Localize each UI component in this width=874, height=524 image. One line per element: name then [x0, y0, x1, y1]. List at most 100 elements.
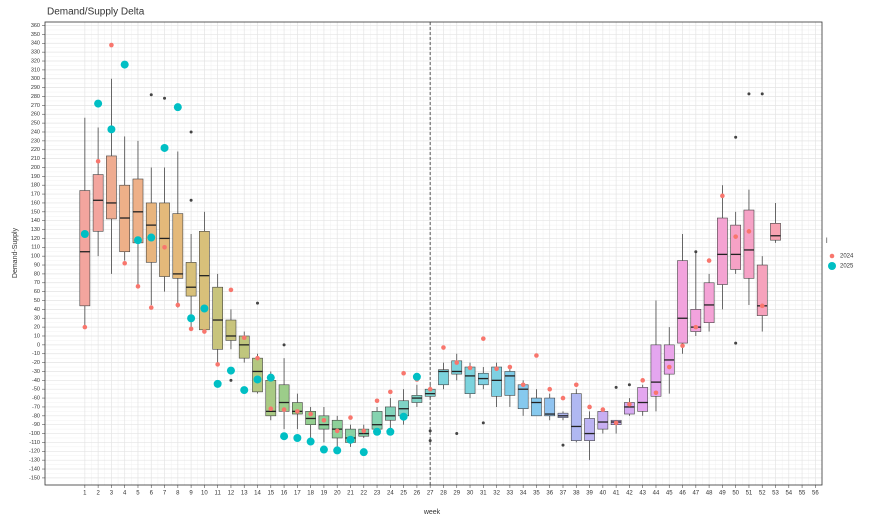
x-tick-label: 10 [201, 491, 208, 497]
point [122, 260, 127, 266]
point [481, 336, 486, 341]
box [292, 402, 303, 415]
y-tick-label: -120 [29, 449, 40, 455]
y-tick-label: -50 [32, 387, 40, 393]
x-tick-label: 24 [387, 491, 394, 497]
x-tick-label: 56 [812, 491, 819, 497]
x-tick-label: 39 [586, 491, 593, 497]
box [690, 309, 702, 332]
outlier [760, 92, 764, 96]
x-tick-label: 34 [520, 491, 527, 497]
y-tick-label: 190 [31, 174, 40, 180]
x-tick-label: 3 [110, 491, 114, 497]
point [80, 229, 89, 238]
box [185, 262, 197, 297]
point [215, 362, 220, 367]
y-tick-label: 240 [31, 129, 40, 135]
point [412, 372, 421, 381]
x-tick-label: 1 [83, 491, 87, 497]
point [94, 99, 103, 108]
x-tick-label: 29 [453, 491, 460, 497]
point [507, 364, 513, 370]
x-tick-label: 38 [573, 491, 580, 497]
box [212, 286, 224, 350]
y-tick-label: 130 [31, 227, 40, 233]
y-tick-label: -80 [32, 413, 40, 419]
box [438, 369, 449, 386]
point [200, 304, 209, 313]
y-tick-label: -30 [32, 369, 40, 375]
y-tick-label: 360 [31, 23, 40, 29]
x-tick-label: 23 [374, 491, 381, 497]
point [534, 353, 539, 358]
y-tick-label: 150 [31, 209, 40, 215]
outlier [256, 301, 260, 305]
point [733, 234, 738, 239]
point [720, 193, 725, 199]
outlier [694, 250, 698, 254]
box [770, 223, 781, 241]
y-tick-label: 50 [34, 298, 40, 304]
y-tick-label: 40 [34, 307, 40, 313]
point [226, 366, 235, 375]
point [228, 287, 234, 293]
x-tick-label: 13 [241, 491, 248, 497]
point [120, 60, 129, 69]
x-tick-label: 11 [215, 491, 222, 497]
box [677, 260, 688, 344]
outlier [229, 378, 233, 382]
x-tick-label: 44 [653, 491, 660, 497]
point [346, 435, 355, 444]
y-tick-label: 300 [31, 76, 40, 82]
y-tick-label: -100 [29, 431, 40, 437]
x-tick-label: 47 [692, 491, 699, 497]
y-tick-label: 200 [31, 165, 40, 171]
point [147, 233, 156, 242]
point [427, 386, 433, 392]
y-tick-label: 20 [34, 325, 40, 331]
y-tick-label: 10 [34, 333, 40, 339]
plot-border [44, 21, 823, 486]
box [637, 387, 649, 412]
legend-title: l [826, 238, 828, 245]
y-tick-label: 70 [34, 280, 40, 286]
point [268, 406, 274, 412]
y-tick-label: 90 [34, 262, 40, 268]
box [703, 282, 715, 323]
box [92, 174, 104, 232]
outlier [428, 439, 432, 443]
x-tick-label: 26 [414, 491, 421, 497]
x-tick-label: 33 [507, 491, 514, 497]
point [148, 305, 154, 310]
legend-marker [829, 253, 835, 259]
point [82, 324, 88, 330]
x-tick-label: 43 [639, 491, 646, 497]
point [281, 407, 287, 412]
point [759, 303, 765, 309]
point [109, 42, 114, 48]
x-tick-label: 36 [546, 491, 553, 497]
point [600, 407, 606, 412]
x-tick-label: 9 [189, 491, 193, 497]
box [504, 371, 516, 396]
x-tick-label: 17 [294, 491, 301, 497]
point [334, 428, 340, 434]
box [531, 397, 542, 417]
y-axis-label: Demand-Supply [12, 227, 19, 278]
x-tick-label: 14 [254, 491, 261, 497]
x-tick-label: 21 [347, 491, 354, 497]
point [693, 324, 699, 330]
y-tick-label: 100 [31, 254, 40, 260]
outlier [189, 198, 193, 202]
y-tick-label: 180 [31, 183, 40, 189]
y-tick-label: 260 [31, 112, 40, 118]
y-tick-label: 80 [34, 271, 40, 277]
x-tick-label: 49 [719, 491, 726, 497]
point [188, 326, 194, 332]
box [199, 231, 210, 331]
x-axis-label: week [423, 509, 441, 516]
outlier [614, 385, 618, 389]
y-tick-label: -70 [32, 404, 40, 410]
x-tick-label: 2 [96, 491, 100, 497]
point [388, 389, 393, 395]
